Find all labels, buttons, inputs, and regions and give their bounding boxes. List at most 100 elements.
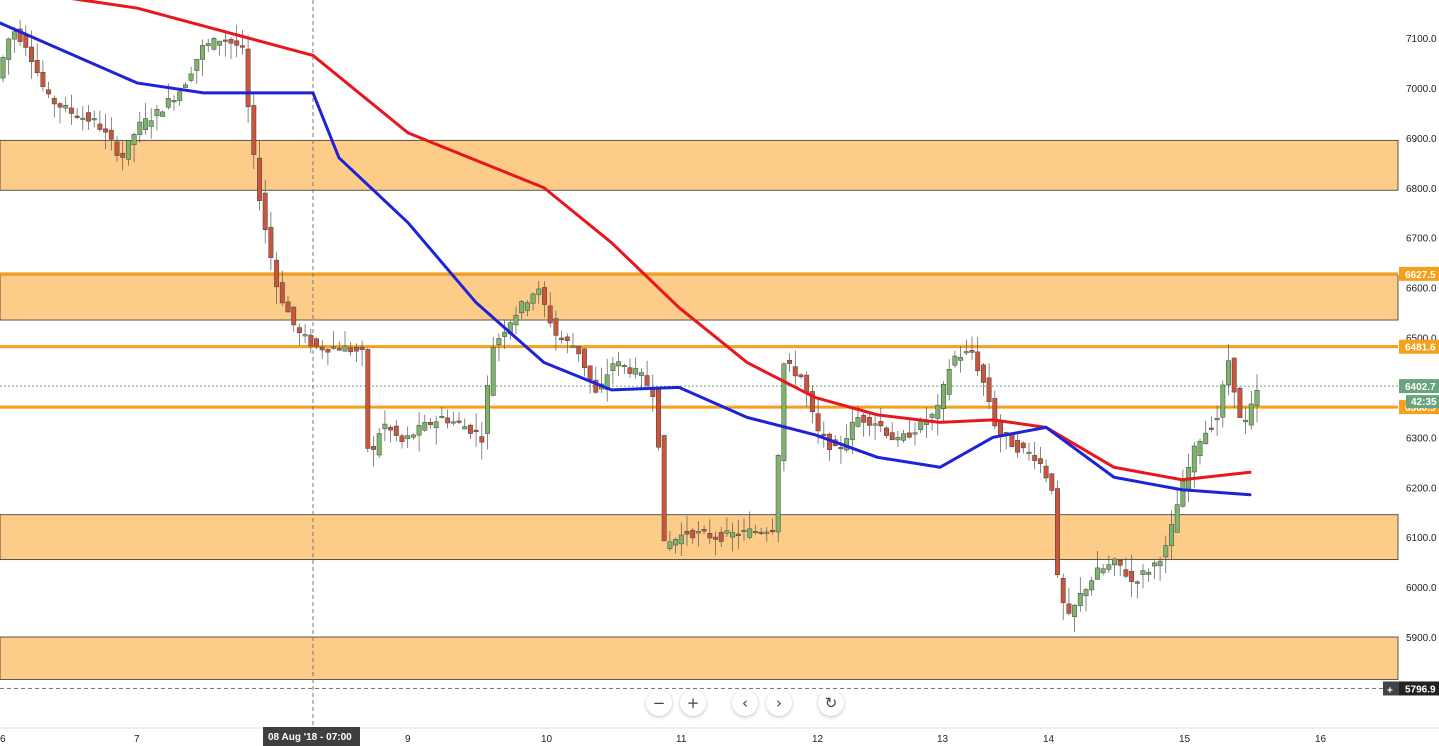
candle-body xyxy=(1174,504,1180,533)
candle-body xyxy=(200,45,205,60)
y-tick-label: 6600.0 xyxy=(1406,284,1437,295)
candle-body xyxy=(143,118,148,130)
candle-body xyxy=(359,346,365,350)
candle-body xyxy=(234,40,240,46)
candle-body xyxy=(108,129,114,140)
candle-body xyxy=(262,192,268,231)
x-tick-label: 9 xyxy=(405,734,411,745)
candle-body xyxy=(302,334,308,337)
candle-body xyxy=(770,530,775,533)
candle-body xyxy=(764,531,770,534)
x-tick-label: 12 xyxy=(812,734,824,745)
candle-body xyxy=(581,348,587,369)
candle-body xyxy=(467,424,473,434)
candle-body xyxy=(103,128,109,133)
scroll-right-button[interactable]: › xyxy=(766,690,792,716)
level-tag-2: 6360.5 xyxy=(1405,403,1436,414)
candle-body xyxy=(559,337,565,341)
candle-body xyxy=(935,404,941,419)
candle-body xyxy=(536,288,542,295)
candle-body xyxy=(695,531,701,534)
candle-body xyxy=(963,351,969,354)
candle-body xyxy=(730,532,736,538)
candle-body xyxy=(1094,567,1100,580)
x-tick-label: 6 xyxy=(0,734,6,745)
candle-body xyxy=(980,364,986,383)
candle-body xyxy=(952,355,958,366)
candle-body xyxy=(1077,592,1083,606)
candle-body xyxy=(97,123,103,130)
candle-body xyxy=(1169,524,1174,546)
candle-body xyxy=(194,58,200,71)
candle-body xyxy=(245,48,251,108)
candle-body xyxy=(656,389,661,448)
y-tick-label: 6100.0 xyxy=(1406,533,1437,544)
chart-toolbar: − + ‹ › ↻ xyxy=(646,690,844,716)
candle-body xyxy=(1089,580,1095,591)
candle-body xyxy=(610,363,616,371)
candle-body xyxy=(1043,465,1049,479)
candle-body xyxy=(713,536,718,540)
candle-body xyxy=(998,422,1003,437)
candle-body xyxy=(291,306,297,326)
y-tick-label: 5900.0 xyxy=(1406,633,1437,644)
candle-body xyxy=(781,363,787,461)
candle-body xyxy=(815,413,821,432)
candle-body xyxy=(872,423,878,426)
candle-body xyxy=(1129,570,1135,582)
reset-chart-button[interactable]: ↻ xyxy=(818,690,844,716)
candle-body xyxy=(1100,568,1106,574)
zoom-out-button[interactable]: − xyxy=(646,690,672,716)
candle-body xyxy=(445,417,451,424)
crosshair-time-bg xyxy=(263,727,360,746)
candle-body xyxy=(1180,480,1186,507)
candle-body xyxy=(1032,455,1038,461)
scroll-left-button[interactable]: ‹ xyxy=(732,690,758,716)
candle-body xyxy=(986,377,992,403)
y-tick-label: 6900.0 xyxy=(1406,134,1437,145)
level-tag-0: 6627.5 xyxy=(1405,270,1436,281)
candle-body xyxy=(878,421,884,427)
candle-body xyxy=(901,433,907,441)
candle-body xyxy=(222,39,228,42)
candle-body xyxy=(1049,473,1055,491)
candle-body xyxy=(621,364,627,367)
candle-body xyxy=(1157,560,1163,567)
candle-body xyxy=(410,434,416,438)
candle-body xyxy=(177,91,183,101)
candle-body xyxy=(462,426,468,430)
candle-body xyxy=(450,421,456,424)
y-tick-label: 6200.0 xyxy=(1406,483,1437,494)
x-tick-label: 7 xyxy=(134,734,140,745)
crosshair-plus-bg xyxy=(1383,681,1401,696)
candle-body xyxy=(747,528,753,538)
x-tick-label: 16 xyxy=(1315,734,1327,745)
candle-body xyxy=(1220,384,1226,418)
zoom-in-button[interactable]: + xyxy=(680,690,706,716)
candle-body xyxy=(861,414,867,423)
candle-body xyxy=(1208,427,1214,430)
candle-body xyxy=(884,427,889,436)
candle-body xyxy=(576,346,582,355)
candle-body xyxy=(74,115,80,118)
candle-body xyxy=(154,109,160,117)
candle-body xyxy=(644,375,650,386)
candle-body xyxy=(182,84,188,88)
candle-body xyxy=(171,100,177,103)
candle-body xyxy=(1254,390,1260,406)
candle-body xyxy=(992,398,998,427)
candle-body xyxy=(160,111,166,117)
candle-body xyxy=(1226,360,1231,386)
candle-body xyxy=(314,338,319,347)
candle-body xyxy=(638,372,644,376)
candle-body xyxy=(131,133,137,146)
candle-body xyxy=(809,391,815,413)
candle-body xyxy=(787,360,793,364)
candle-body xyxy=(1009,434,1015,447)
candle-body xyxy=(1191,445,1197,473)
candle-body xyxy=(758,531,764,534)
candle-body xyxy=(678,534,684,545)
y-tick-label: 7000.0 xyxy=(1406,84,1437,95)
candle-body xyxy=(849,421,855,441)
